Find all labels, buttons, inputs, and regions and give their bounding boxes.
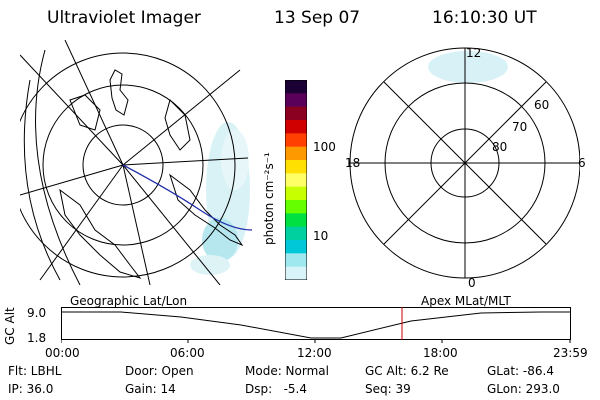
colorbar-stripe <box>285 173 307 188</box>
altitude-curve <box>61 311 570 339</box>
timeline-y-tick-low: 1.8 <box>27 331 47 345</box>
status-dsp: Dsp: -5.4 <box>245 382 308 396</box>
polar-label-12: 12 <box>466 46 482 60</box>
colorbar-tick-10: 10 <box>313 229 329 243</box>
colorbar-stripe <box>285 146 307 161</box>
colorbar-stripe <box>285 226 307 241</box>
timeline-plot <box>61 307 571 343</box>
time-label: 16:10:30 UT <box>432 8 537 28</box>
colorbar-gradient <box>284 79 308 281</box>
colorbar-stripe <box>285 266 307 281</box>
date-label: 13 Sep 07 <box>274 8 361 28</box>
timeline-left-label: Geographic Lat/Lon <box>70 294 188 308</box>
timeline-x-tick-2359: 23:59 <box>553 346 588 360</box>
colorbar-stripe <box>285 200 307 214</box>
timeline-right-label: Apex MLat/MLT <box>421 294 511 308</box>
map-outer-ring <box>20 52 236 278</box>
polar-label-0: 0 <box>468 276 476 290</box>
status-gc-alt: GC Alt: 6.2 Re <box>365 364 449 378</box>
geographic-map <box>20 40 253 285</box>
polar-lat-60: 60 <box>534 98 550 112</box>
colorbar-stripe <box>285 93 307 108</box>
polar-label-18: 18 <box>345 156 361 170</box>
colorbar <box>284 79 308 281</box>
polar-emission <box>428 51 508 83</box>
colorbar-stripe <box>285 120 307 134</box>
status-filter: Flt: LBHL <box>8 364 62 378</box>
timeline-x-tick-1200: 12:00 <box>297 346 332 360</box>
timeline-x-tick-0000: 00:00 <box>45 346 80 360</box>
status-mode: Mode: Normal <box>245 364 329 378</box>
timeline-y-tick-high: 9.0 <box>27 306 47 320</box>
status-gain: Gain: 14 <box>125 382 176 396</box>
terminator-line <box>122 164 253 231</box>
uv-emission-speckle <box>190 122 250 275</box>
colorbar-stripe <box>285 186 307 201</box>
colorbar-stripe <box>285 253 307 268</box>
polar-label-6: 6 <box>578 156 586 170</box>
colorbar-tick-100: 100 <box>313 140 336 154</box>
colorbar-stripe <box>285 106 307 121</box>
colorbar-unit-label: photon cm⁻²s⁻¹ <box>262 152 276 245</box>
polar-lat-70: 70 <box>512 120 528 134</box>
instrument-title: Ultraviolet Imager <box>47 8 201 28</box>
map-inner-ring <box>82 124 164 206</box>
coastline <box>109 69 129 116</box>
timeline-x-tick-0600: 06:00 <box>170 346 205 360</box>
status-seq: Seq: 39 <box>365 382 411 396</box>
polar-lat-80: 80 <box>492 140 508 154</box>
polar-plot <box>349 47 580 279</box>
colorbar-stripe <box>285 80 307 94</box>
map-mid-ring <box>42 84 204 246</box>
colorbar-stripe <box>285 240 307 254</box>
timeline-x-tick-1800: 18:00 <box>423 346 458 360</box>
colorbar-stripe <box>285 160 307 174</box>
status-door: Door: Open <box>125 364 194 378</box>
status-glon: GLon: 293.0 <box>487 382 560 396</box>
timeline-y-axis-label: GC Alt <box>3 307 17 345</box>
status-ip: IP: 36.0 <box>8 382 54 396</box>
status-glat: GLat: -86.4 <box>487 364 554 378</box>
colorbar-stripe <box>285 133 307 148</box>
colorbar-stripe <box>285 213 307 228</box>
